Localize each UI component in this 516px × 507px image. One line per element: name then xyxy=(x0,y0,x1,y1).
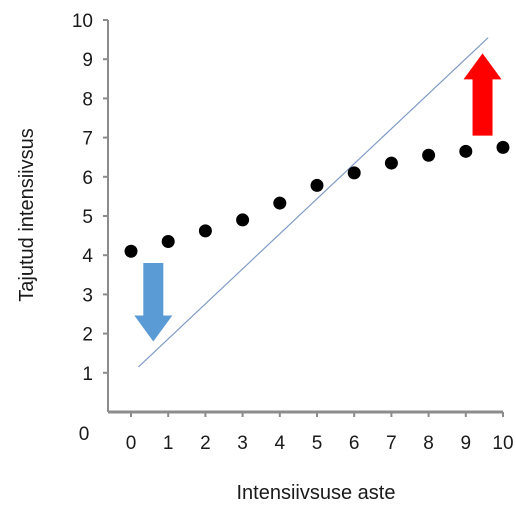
y-tick-label: 1 xyxy=(82,364,93,385)
x-tick-label: 4 xyxy=(275,433,286,454)
data-point xyxy=(347,166,361,180)
x-tick-label: 0 xyxy=(126,433,137,454)
data-point xyxy=(161,234,175,248)
data-point xyxy=(310,178,324,192)
data-point xyxy=(236,213,250,227)
annotation-arrows xyxy=(134,53,502,342)
up-arrow xyxy=(463,53,502,136)
y-tick-label: 9 xyxy=(82,50,93,71)
data-point xyxy=(198,224,212,238)
y-tick-label: 3 xyxy=(82,285,93,306)
y-tick-label: 7 xyxy=(82,129,93,150)
data-point xyxy=(496,140,510,154)
down-arrow xyxy=(134,263,173,342)
x-tick-label: 6 xyxy=(349,433,360,454)
x-tick-label: 5 xyxy=(312,433,323,454)
y-axis-ticks: 1 2 3 4 5 6 7 8 9 10 xyxy=(72,11,108,385)
x-tick-label: 7 xyxy=(386,433,397,454)
x-tick-label: 2 xyxy=(200,433,211,454)
reference-line xyxy=(138,37,489,368)
x-axis-title: Intensiivsuse aste xyxy=(237,482,396,504)
y-tick-label: 2 xyxy=(82,325,93,346)
x-tick-label: 9 xyxy=(461,433,472,454)
data-point xyxy=(124,244,138,258)
y-tick-label: 6 xyxy=(82,168,93,189)
x-tick-label: 8 xyxy=(423,433,434,454)
x-tick-label: 10 xyxy=(492,433,513,454)
y-tick-label: 4 xyxy=(82,246,93,267)
y-tick-label: 5 xyxy=(82,207,93,228)
y-axis-title: Tajutud intensiivsus xyxy=(16,128,38,301)
data-points xyxy=(124,140,510,258)
x-tick-label: 1 xyxy=(163,433,174,454)
data-point xyxy=(422,148,436,162)
y-tick-label: 10 xyxy=(72,11,93,32)
data-point xyxy=(384,156,398,170)
data-point xyxy=(459,144,473,158)
data-point xyxy=(273,196,287,210)
y-tick-label: 8 xyxy=(82,89,93,110)
origin-label: 0 xyxy=(79,424,90,445)
x-axis-ticks: 0 1 2 3 4 5 6 7 8 9 10 xyxy=(126,412,514,454)
x-tick-label: 3 xyxy=(237,433,248,454)
